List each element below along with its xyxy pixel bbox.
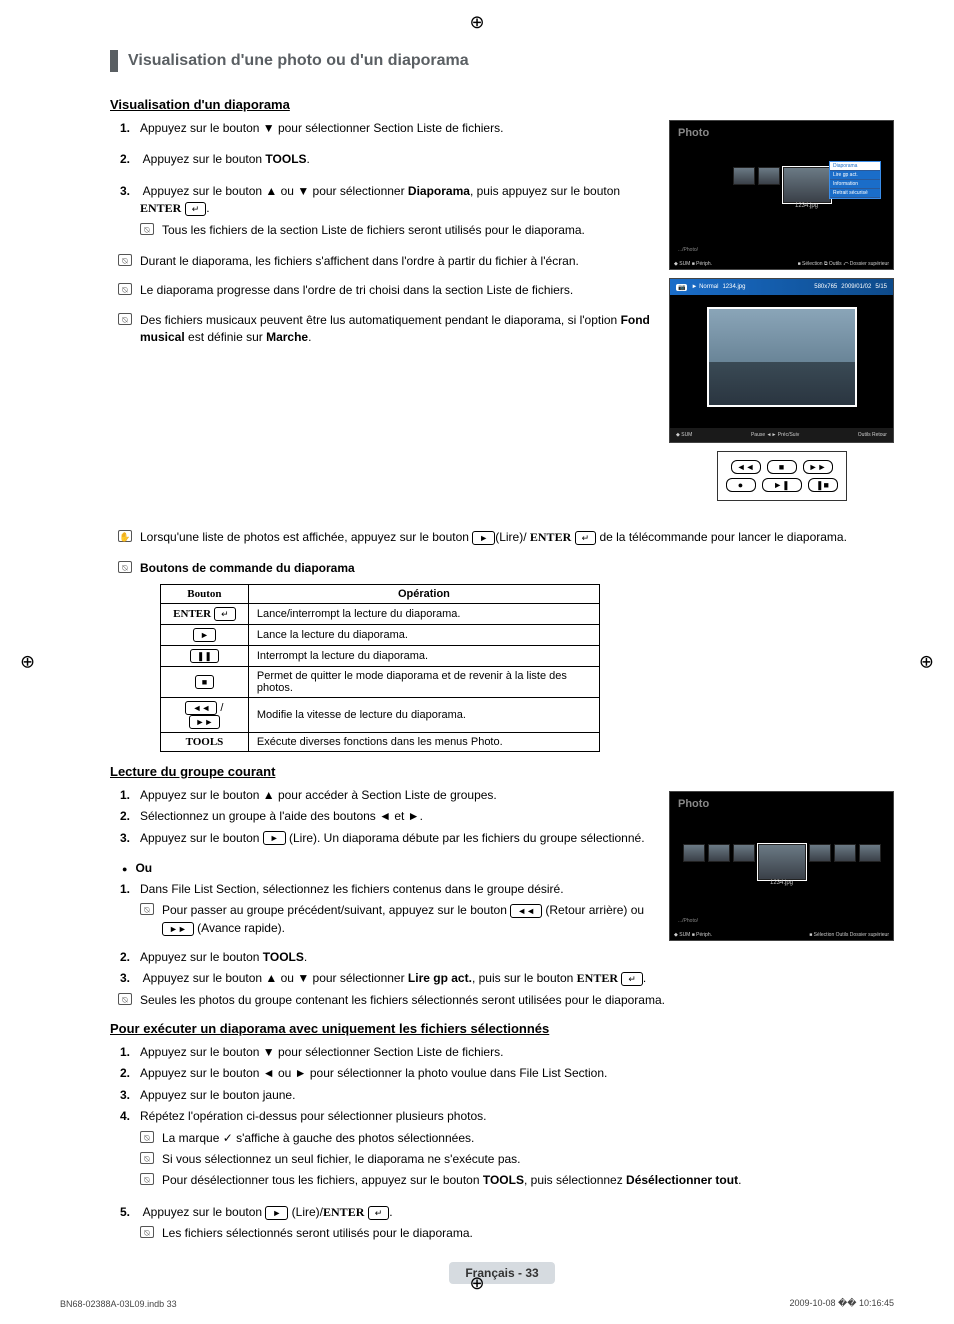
remote-note: ✋ Lorsqu'une liste de photos est affiché…	[110, 529, 894, 546]
rewind-icon: ◄◄	[731, 460, 761, 474]
note-icon: ⍉	[118, 313, 132, 325]
remote-buttons-diagram: ◄◄ ■ ►► ● ►❚ ❚■	[717, 451, 847, 501]
fastforward-icon: ►►	[162, 922, 194, 936]
note-icon: ⍉	[140, 1152, 154, 1164]
note-icon: ⍉	[140, 1131, 154, 1143]
enter-icon: ↵	[621, 972, 643, 986]
note-icon: ⍉	[118, 993, 132, 1005]
note-icon: ⍉	[140, 223, 154, 235]
step-text: Appuyez sur le bouton	[143, 152, 266, 166]
note-lecture: ⍉Seules les photos du groupe contenant l…	[110, 992, 894, 1009]
enter-icon: ↵	[368, 1206, 390, 1220]
print-timestamp: 2009-10-08 �� 10:16:45	[789, 1298, 894, 1309]
note-icon: ⍉	[140, 1226, 154, 1238]
fastforward-icon: ►►	[189, 715, 221, 729]
note-icon: ⍉	[118, 283, 132, 295]
notes-visualisation: ⍉Durant le diaporama, les fichiers s'aff…	[110, 253, 659, 347]
play-icon: ►	[472, 531, 495, 545]
tools-label: TOOLS	[265, 152, 306, 166]
screenshot-photo-menu: Photo 1234.jpg Diaporama Lire gp act. In…	[669, 120, 894, 270]
table-caption: Boutons de commande du diaporama	[140, 561, 355, 575]
registration-mark-top: ⊕	[469, 12, 484, 33]
enter-icon: ↵	[214, 607, 236, 621]
record-icon: ●	[726, 478, 756, 492]
page-footer-label: Français - 33	[449, 1262, 554, 1284]
note-icon: ⍉	[118, 254, 132, 266]
hand-icon: ✋	[118, 530, 132, 542]
fastforward-icon: ►►	[803, 460, 833, 474]
enter-icon: ↵	[575, 531, 597, 545]
enter-icon: ↵	[185, 202, 207, 216]
rewind-icon: ◄◄	[510, 904, 542, 918]
command-table: BoutonOpération ENTER ↵Lance/interrompt …	[160, 584, 600, 752]
note-icon: ⍉	[140, 903, 154, 915]
steps-lecture-a: 1.Appuyez sur le bouton ▲ pour accéder à…	[110, 787, 659, 847]
steps-visualisation: 1.Appuyez sur le bouton ▼ pour sélection…	[110, 120, 659, 239]
heading-visualisation: Visualisation d'un diaporama	[110, 97, 894, 112]
steps-lecture-b-cont: 2.Appuyez sur le bouton TOOLS. 3. Appuye…	[110, 949, 894, 988]
step-text: Appuyez sur le bouton ▲ ou ▼ pour sélect…	[143, 184, 408, 198]
play-icon: ►	[265, 1206, 288, 1220]
stop-icon: ■	[195, 675, 214, 689]
heading-exec: Pour exécuter un diaporama avec uniqueme…	[110, 1021, 894, 1036]
pause-icon: ❚❚	[190, 649, 219, 663]
steps-lecture-b: 1.Dans File List Section, sélectionnez l…	[110, 881, 659, 937]
registration-mark-right: ⊕	[919, 652, 934, 673]
or-bullet: Ou	[110, 861, 659, 875]
context-menu: Diaporama Lire gp act. Information Retra…	[829, 161, 881, 199]
screenshot-photo-group: Photo 1234.jpg .../Photo/ ◆ SUM ■ Périph…	[669, 791, 894, 941]
rewind-icon: ◄◄	[185, 701, 217, 715]
heading-lecture: Lecture du groupe courant	[110, 764, 894, 779]
note-icon: ⍉	[118, 561, 132, 573]
registration-mark-bottom: ⊕	[469, 1273, 484, 1294]
steps-exec: 1.Appuyez sur le bouton ▼ pour sélection…	[110, 1044, 894, 1243]
indesign-filename: BN68-02388A-03L09.indb 33	[60, 1299, 177, 1309]
registration-mark-left: ⊕	[20, 652, 35, 673]
section-title: Visualisation d'une photo ou d'un diapor…	[128, 52, 469, 70]
play-icon: ►	[263, 831, 286, 845]
stop-icon: ■	[767, 460, 797, 474]
play-icon: ►	[193, 628, 216, 642]
step-text: Appuyez sur le bouton ▼ pour sélectionne…	[140, 121, 503, 135]
screenshot-slideshow-play: 📷 ► Normal 1234.jpg 580x765 2009/01/02 5…	[669, 278, 894, 443]
play-pause-icon: ►❚	[762, 478, 802, 492]
step-icon: ❚■	[808, 478, 838, 492]
section-header: Visualisation d'une photo ou d'un diapor…	[110, 50, 894, 72]
note-icon: ⍉	[140, 1173, 154, 1185]
